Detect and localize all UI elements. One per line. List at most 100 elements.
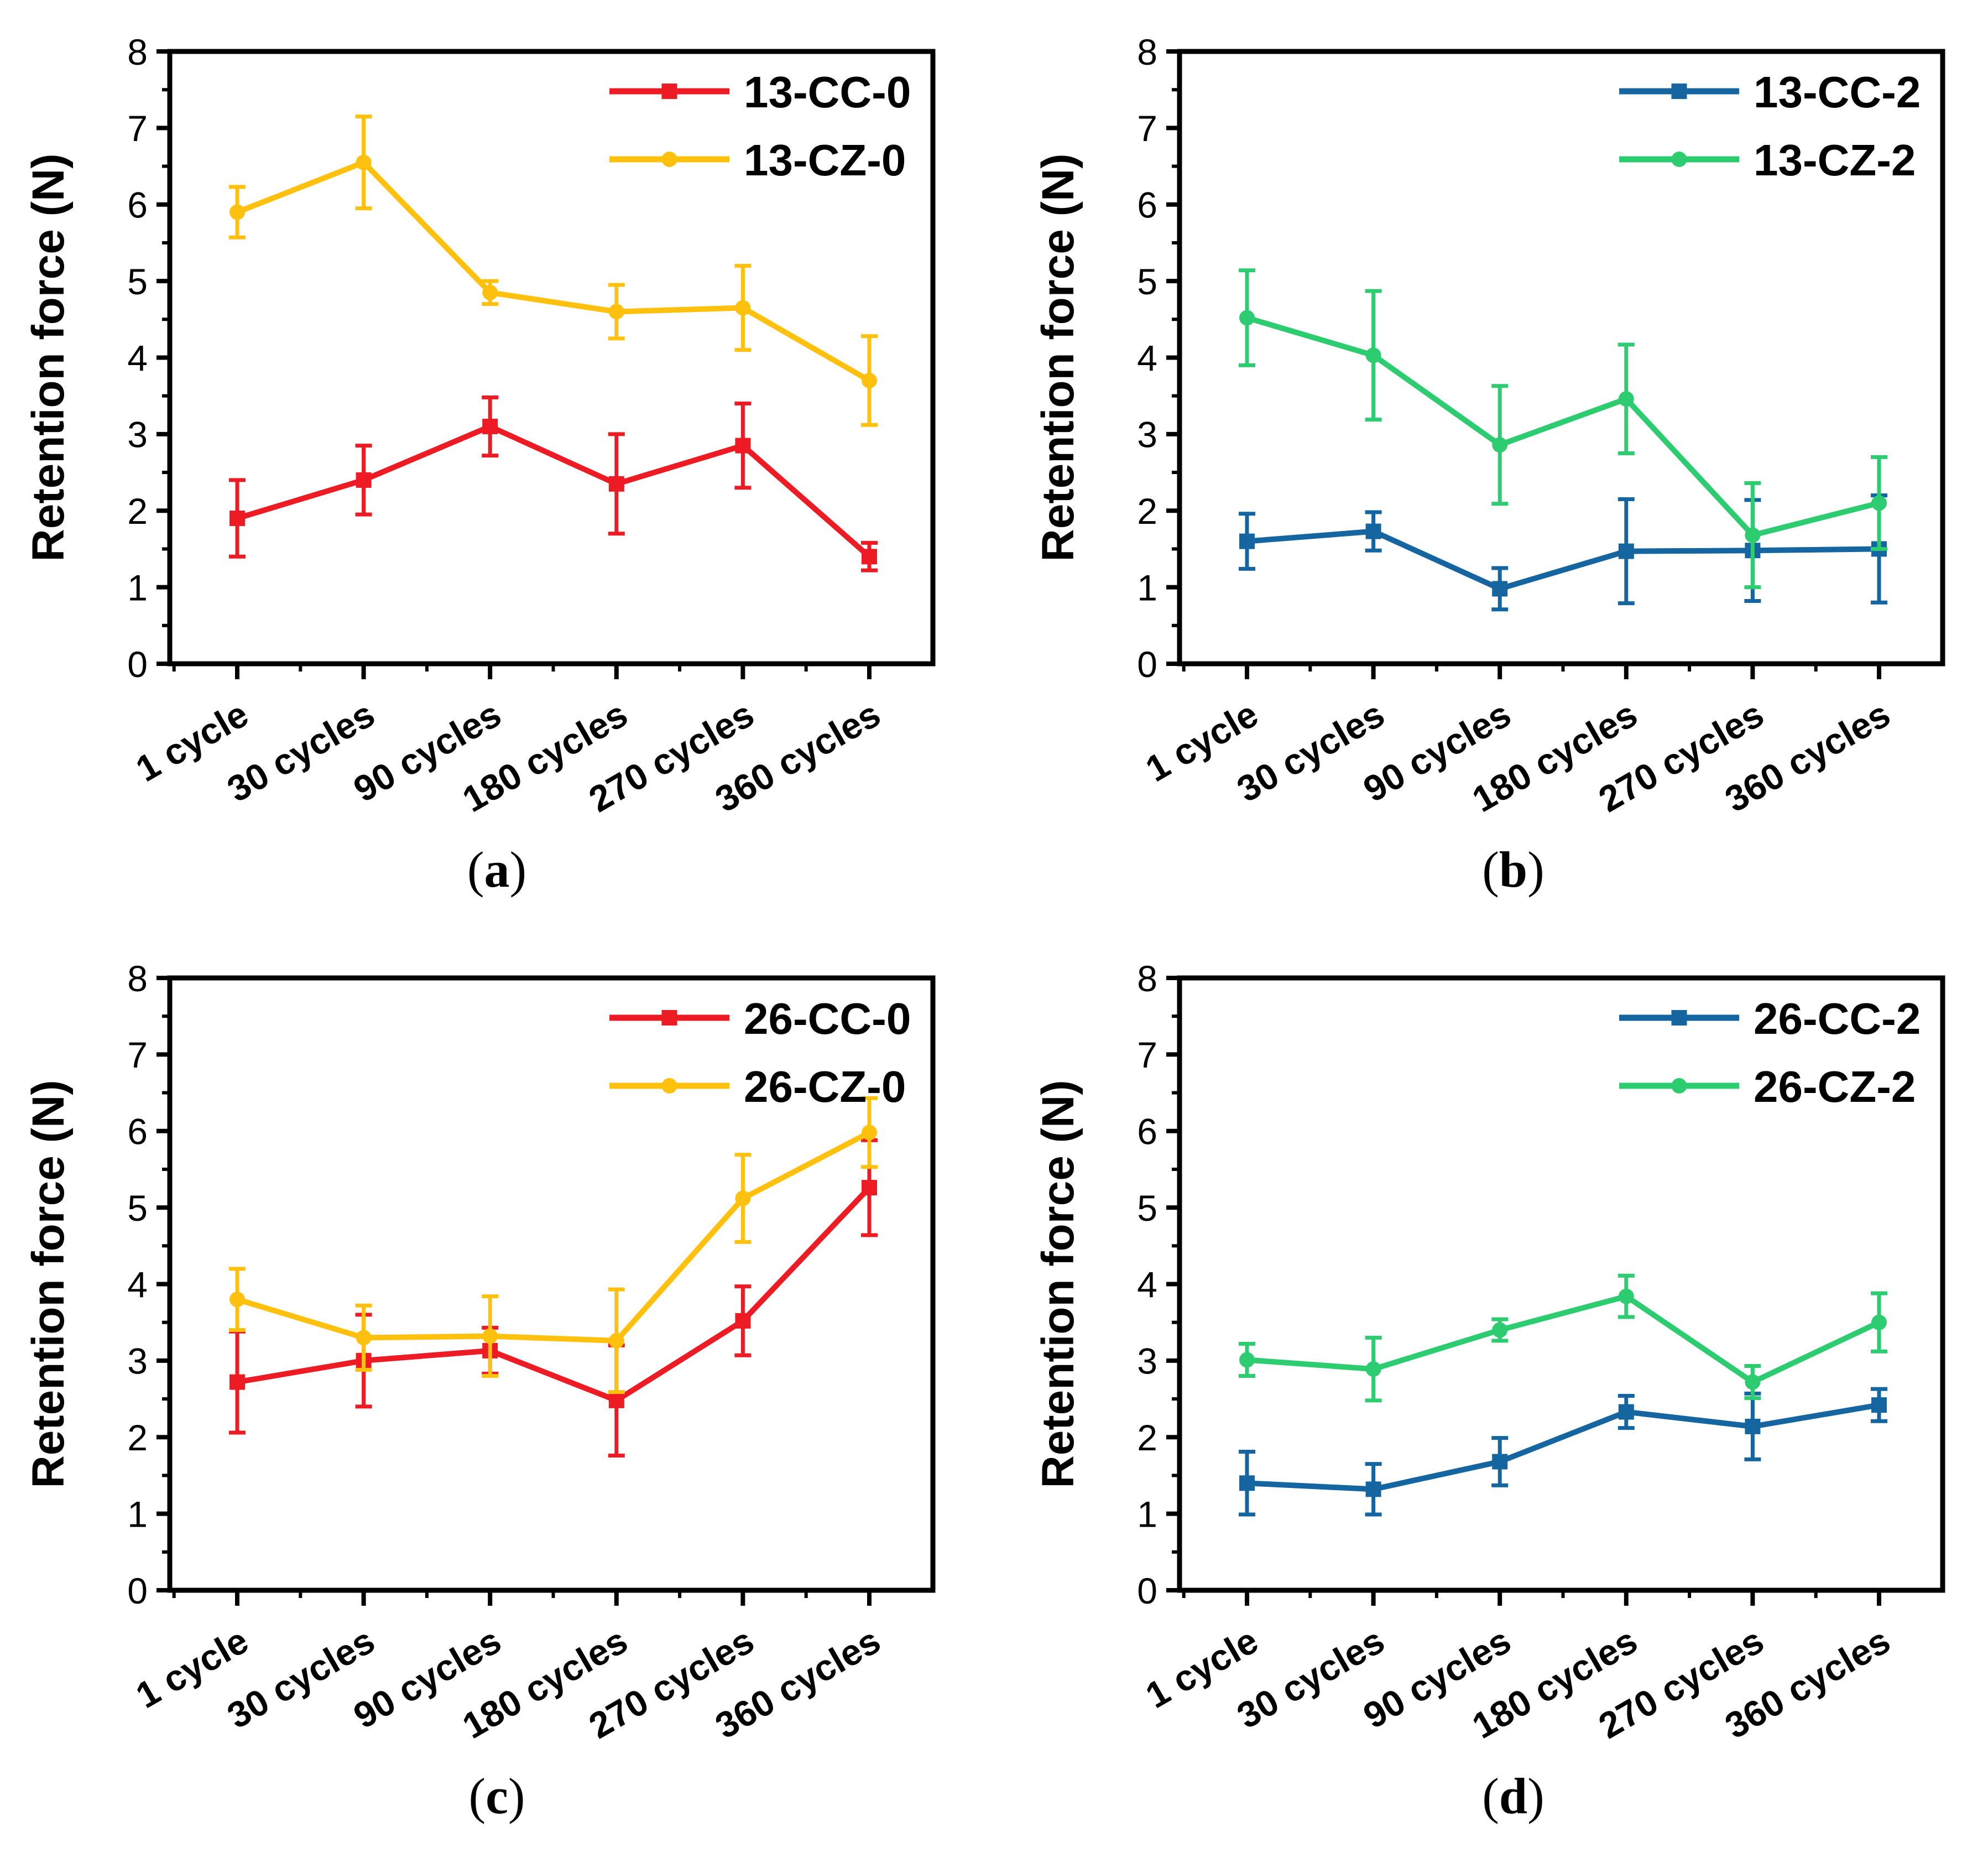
legend-square-marker	[661, 1010, 677, 1026]
circle-marker	[1618, 391, 1634, 407]
data-line	[1244, 528, 1882, 592]
circle-marker	[1239, 310, 1255, 326]
y-tick-label: 2	[127, 491, 148, 532]
circle-marker	[356, 154, 372, 170]
caption-paren-close: )	[1527, 1768, 1545, 1824]
circle-marker	[1239, 1352, 1255, 1368]
circle-marker	[356, 1330, 372, 1346]
circle-marker	[1618, 1288, 1634, 1304]
y-tick-label: 2	[127, 1417, 148, 1458]
y-tick-label: 3	[1137, 414, 1157, 455]
legend-label: 26-CC-0	[744, 994, 911, 1043]
y-tick-label: 2	[1137, 491, 1157, 532]
y-tick-label: 3	[127, 414, 148, 455]
y-tick-label: 6	[1137, 1111, 1157, 1152]
caption-paren-close: )	[1527, 841, 1545, 898]
caption-letter: c	[486, 1768, 508, 1824]
caption-paren-open: (	[1482, 841, 1499, 898]
circle-marker	[482, 284, 498, 300]
circle-marker	[735, 300, 751, 316]
square-marker	[1492, 581, 1508, 597]
legend-square-marker	[661, 84, 677, 99]
circle-marker	[1871, 495, 1887, 511]
square-marker	[482, 419, 498, 435]
y-axis-title: Retention force (N)	[1033, 1080, 1083, 1488]
square-marker	[862, 549, 877, 565]
y-tick-label: 4	[127, 337, 148, 378]
caption-paren-open: (	[1482, 1768, 1499, 1824]
series-13-CC-0	[229, 395, 878, 572]
square-marker	[356, 472, 372, 488]
legend-circle-marker	[661, 1078, 677, 1094]
circle-marker	[1492, 437, 1508, 453]
y-tick-label: 8	[127, 958, 148, 999]
legend: 13-CC-2 13-CZ-2	[1619, 67, 1921, 185]
square-marker	[1239, 533, 1255, 549]
legend-label: 13-CC-2	[1754, 67, 1921, 117]
legend-label: 26-CC-2	[1754, 994, 1921, 1043]
legend-square-marker	[1671, 1010, 1687, 1026]
y-axis-title: Retention force (N)	[1033, 154, 1083, 562]
series-26-CZ-0	[229, 1096, 878, 1394]
legend-label: 26-CZ-2	[1754, 1062, 1916, 1111]
square-marker	[1239, 1475, 1255, 1491]
legend: 26-CC-2 26-CZ-2	[1619, 994, 1921, 1111]
y-tick-label: 4	[1137, 337, 1157, 378]
y-tick-label: 7	[1137, 1034, 1157, 1075]
y-tick-label: 1	[1137, 1493, 1157, 1534]
y-tick-label: 6	[127, 1111, 148, 1152]
circle-marker	[1365, 1361, 1381, 1377]
square-marker	[1618, 543, 1634, 559]
data-line	[234, 1130, 872, 1344]
circle-marker	[862, 373, 877, 389]
data-line	[234, 424, 872, 560]
y-tick-label: 5	[127, 261, 148, 302]
y-tick-label: 7	[1137, 108, 1157, 149]
y-tick-label: 0	[1137, 644, 1157, 685]
series-13-CZ-0	[229, 114, 878, 427]
y-axis-title: Retention force (N)	[23, 154, 74, 562]
y-tick-label: 1	[1137, 567, 1157, 608]
y-tick-label: 0	[127, 1570, 148, 1611]
circle-marker	[482, 1328, 498, 1344]
caption-letter: b	[1499, 841, 1528, 898]
square-marker	[229, 1374, 245, 1390]
circle-marker	[862, 1125, 877, 1141]
caption-b: (b)	[1016, 841, 1988, 898]
y-tick-label: 1	[127, 567, 148, 608]
y-axis-title: Retention force (N)	[23, 1080, 74, 1488]
legend-label: 13-CZ-2	[1754, 136, 1916, 185]
y-tick-label: 7	[127, 1034, 148, 1075]
square-marker	[1365, 1481, 1381, 1497]
square-marker	[735, 438, 751, 454]
series-13-CZ-2	[1239, 268, 1887, 590]
square-marker	[1492, 1454, 1508, 1470]
square-marker	[608, 1392, 624, 1408]
caption-letter: d	[1499, 1768, 1528, 1824]
square-marker	[1365, 523, 1381, 539]
legend: 13-CC-0 13-CZ-0	[609, 67, 911, 185]
legend-square-marker	[1671, 84, 1687, 99]
y-tick-label: 7	[127, 108, 148, 149]
y-tick-label: 6	[127, 185, 148, 226]
square-marker	[229, 511, 245, 527]
caption-d: (d)	[1016, 1768, 1988, 1824]
y-tick-label: 5	[1137, 1188, 1157, 1229]
y-tick-label: 1	[127, 1493, 148, 1534]
legend-circle-marker	[1671, 152, 1687, 167]
y-tick-label: 8	[1137, 32, 1157, 72]
square-marker	[1745, 1418, 1761, 1434]
caption-a: (a)	[0, 841, 994, 898]
legend-label: 13-CZ-0	[744, 136, 906, 185]
series-26-CZ-2	[1239, 1273, 1887, 1403]
y-tick-label: 0	[127, 644, 148, 685]
caption-paren-open: (	[467, 841, 484, 898]
y-tick-label: 2	[1137, 1417, 1157, 1458]
